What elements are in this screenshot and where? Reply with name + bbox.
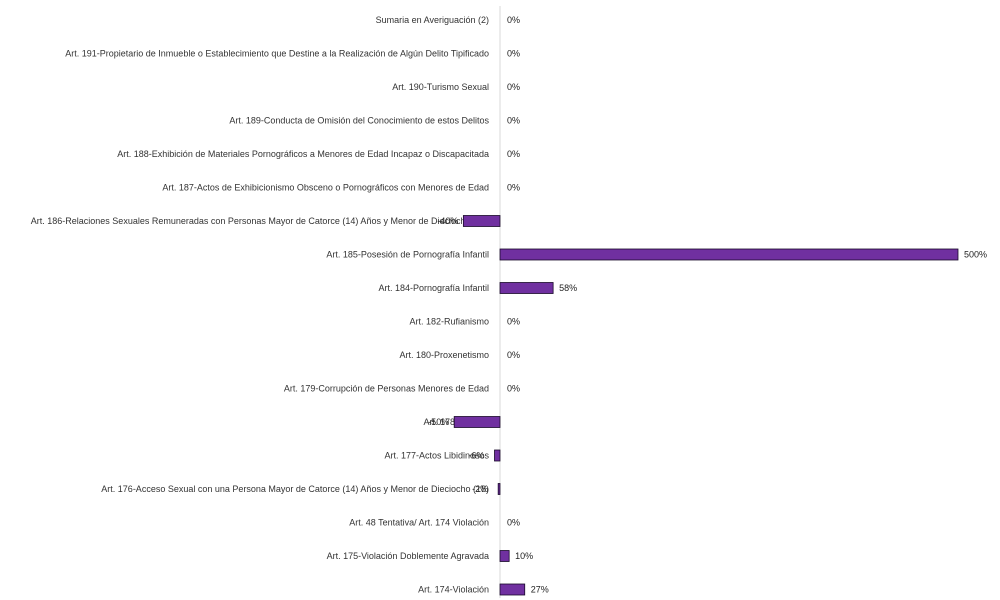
value-label: 0% xyxy=(507,384,520,394)
value-label: 0% xyxy=(507,183,520,193)
category-label: Art. 190-Turismo Sexual xyxy=(392,82,489,92)
value-label: 0% xyxy=(507,518,520,528)
category-label: Sumaria en Averiguación (2) xyxy=(376,15,489,25)
bar xyxy=(497,483,501,495)
value-label: 0% xyxy=(507,82,520,92)
category-label: Art. 175-Violación Doblemente Agravada xyxy=(327,551,489,561)
value-label: 0% xyxy=(507,350,520,360)
value-label: -2% xyxy=(472,484,488,494)
category-label: Art. 176-Acceso Sexual con una Persona M… xyxy=(101,484,489,494)
category-label: Art. 48 Tentativa/ Art. 174 Violación xyxy=(349,518,489,528)
value-label: 500% xyxy=(964,250,987,260)
category-label: Art. 191-Propietario de Inmueble o Estab… xyxy=(65,49,489,59)
bar xyxy=(494,449,501,462)
category-label: Art. 185-Posesión de Pornografía Infanti… xyxy=(326,250,489,260)
value-label: -40% xyxy=(437,216,458,226)
bar xyxy=(462,215,501,227)
bar xyxy=(499,550,510,562)
value-label: 10% xyxy=(515,551,533,561)
category-label: Art. 182-Rufianismo xyxy=(409,317,489,327)
value-label: 0% xyxy=(507,149,520,159)
category-label: Art. 187-Actos de Exhibicionismo Obsceno… xyxy=(162,183,489,193)
value-label: 0% xyxy=(507,15,520,25)
category-label: Art. 186-Relaciones Sexuales Remuneradas… xyxy=(31,216,489,226)
value-label: 0% xyxy=(507,49,520,59)
bar xyxy=(499,248,959,261)
value-label: 0% xyxy=(507,116,520,126)
value-label: -6% xyxy=(469,451,485,461)
value-label: 58% xyxy=(559,283,577,293)
value-label: -50% xyxy=(428,417,449,427)
bar xyxy=(499,583,526,596)
value-label: 27% xyxy=(531,585,549,595)
bars xyxy=(453,215,959,596)
bar xyxy=(499,282,554,294)
category-label: Art. 188-Exhibición de Materiales Pornog… xyxy=(117,149,489,159)
category-label: Art. 180-Proxenetismo xyxy=(399,350,489,360)
category-label: Art. 179-Corrupción de Personas Menores … xyxy=(284,384,489,394)
value-labels: 0% 0% 0% 0% 0% 0% -40% 500% 58% 0% 0% 0% -50% -6% -2% 0… xyxy=(428,15,987,595)
category-label: Art. 184-Pornografía Infantil xyxy=(378,283,489,293)
category-label: Art. 177-Actos Libidinosos xyxy=(384,451,489,461)
category-label: Art. 189-Conducta de Omisión del Conocim… xyxy=(229,116,489,126)
value-label: 0% xyxy=(507,317,520,327)
bar xyxy=(453,416,501,428)
category-label: Art. 174-Violación xyxy=(418,585,489,595)
category-labels: Sumaria en Averiguación (2) Art. 191-Prop… xyxy=(31,15,490,595)
